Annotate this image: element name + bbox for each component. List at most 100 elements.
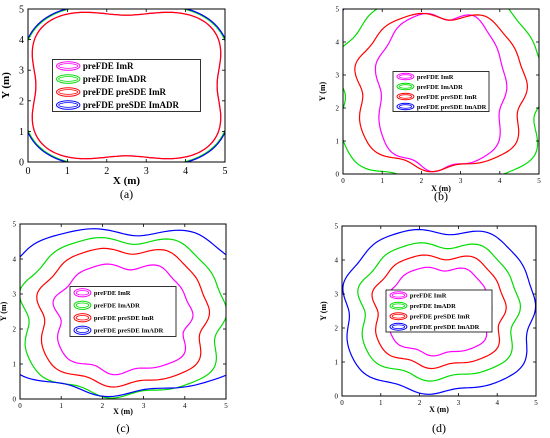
x-tick-label: 4	[183, 402, 187, 410]
axes-frame	[342, 8, 540, 175]
y-tick-label: 1	[336, 137, 340, 145]
panel-label: (a)	[120, 187, 133, 201]
legend-label: preFDE ImR	[417, 74, 454, 81]
legend-marker-red	[55, 87, 81, 97]
x-tick-label: 3	[457, 399, 461, 407]
series-line-magenta	[52, 263, 194, 376]
legend-label: preFDE preSDE ImADR	[83, 100, 180, 110]
x-axis-label: X (m)	[113, 407, 133, 416]
legend-marker-green	[55, 74, 81, 84]
y-tick-label: 2	[19, 96, 24, 107]
panel-label: (c)	[116, 421, 129, 435]
y-tick-label: 2	[13, 325, 17, 333]
x-tick-label: 5	[224, 402, 228, 410]
legend-marker-red	[73, 313, 92, 323]
series-group	[28, 9, 225, 162]
legend-marker-inner	[58, 102, 79, 108]
y-axis-label: Y (m)	[0, 301, 8, 321]
x-tick-label: 3	[142, 402, 146, 410]
legend-marker-magenta	[55, 61, 81, 71]
x-tick-label: 0	[26, 166, 31, 177]
x-tick-label: 0	[341, 177, 345, 185]
x-tick-label: 1	[65, 166, 70, 177]
legend-marker-green	[389, 301, 408, 310]
legend-marker-inner	[391, 313, 406, 319]
axes-frame	[27, 8, 226, 163]
legend-label: preFDE preSDE ImADR	[417, 104, 487, 111]
series-group	[20, 228, 226, 399]
legend-marker-magenta	[73, 288, 92, 298]
x-tick-label: 2	[101, 402, 105, 410]
axes-frame	[341, 225, 537, 397]
legend-label: preFDE preSDE ImR	[83, 87, 167, 97]
series-line-red	[354, 12, 529, 173]
legend-marker-inner	[398, 84, 413, 89]
x-tick-label: 3	[459, 177, 463, 185]
legend-label: preFDE ImADR	[94, 303, 140, 310]
legend: preFDE ImR preFDE ImADR preFDE preSDE ImR p…	[52, 59, 201, 112]
y-tick-label: 4	[335, 256, 339, 264]
series-line-red	[36, 247, 211, 388]
x-tick-label: 1	[59, 402, 63, 410]
legend-label: preFDE ImR	[94, 290, 131, 297]
legend-marker-red	[396, 92, 415, 101]
x-tick-label: 0	[18, 402, 22, 410]
legend-marker-inner	[75, 315, 90, 321]
y-tick-label: 5	[335, 222, 339, 230]
legend-marker-blue	[396, 102, 415, 111]
y-tick-label: 3	[19, 66, 24, 77]
y-tick-label: 0	[335, 392, 339, 400]
y-tick-label: 3	[13, 290, 17, 298]
legend-marker-inner	[58, 89, 79, 95]
legend-marker-blue	[55, 100, 81, 110]
x-tick-label: 3	[144, 166, 149, 177]
legend-box	[385, 289, 493, 333]
axes-frame	[19, 223, 227, 400]
series-line-magenta	[374, 12, 508, 173]
legend-marker-inner	[398, 94, 413, 99]
legend-label: preFDE preSDE ImR	[417, 94, 477, 101]
legend-marker-red	[389, 312, 408, 321]
legend-marker-magenta	[396, 72, 415, 81]
y-tick-label: 0	[13, 395, 17, 403]
x-tick-label: 4	[183, 166, 188, 177]
legend-marker-inner	[391, 324, 406, 330]
x-axis-label: X (m)	[431, 184, 451, 193]
legend-label: preFDE preSDE ImR	[94, 315, 154, 322]
y-tick-label: 5	[13, 220, 17, 228]
legend-marker-inner	[75, 290, 90, 296]
legend-box	[69, 286, 177, 337]
legend-marker-inner	[398, 74, 413, 79]
legend-marker-inner	[391, 292, 406, 298]
series-group	[343, 9, 539, 174]
x-tick-label: 5	[223, 166, 228, 177]
legend-marker-inner	[75, 327, 90, 333]
y-tick-label: 1	[13, 360, 17, 368]
x-tick-label: 1	[379, 399, 383, 407]
y-tick-label: 0	[336, 170, 340, 178]
y-tick-label: 1	[19, 127, 24, 138]
legend-label: preFDE ImR	[83, 61, 134, 71]
series-line-green	[357, 242, 522, 382]
legend: preFDE ImR preFDE ImADR preFDE preSDE ImR p…	[69, 286, 177, 337]
legend-marker-green	[73, 300, 92, 310]
legend-marker-inner	[75, 302, 90, 308]
panel-label: (b)	[434, 189, 448, 203]
legend: preFDE ImR preFDE ImADR preFDE preSDE ImR p…	[392, 71, 490, 112]
legend: preFDE ImR preFDE ImADR preFDE preSDE ImR p…	[385, 289, 493, 333]
y-tick-label: 4	[19, 35, 24, 46]
x-tick-label: 4	[498, 177, 502, 185]
y-tick-label: 3	[335, 290, 339, 298]
y-tick-label: 1	[335, 358, 339, 366]
series-line-red	[31, 11, 222, 160]
x-axis-label: X (m)	[113, 175, 141, 187]
legend-marker-blue	[73, 325, 92, 335]
legend-marker-inner	[58, 76, 79, 82]
legend-label: preFDE preSDE ImADR	[410, 324, 480, 331]
series-line-blue	[20, 228, 226, 398]
x-tick-label: 4	[495, 399, 499, 407]
